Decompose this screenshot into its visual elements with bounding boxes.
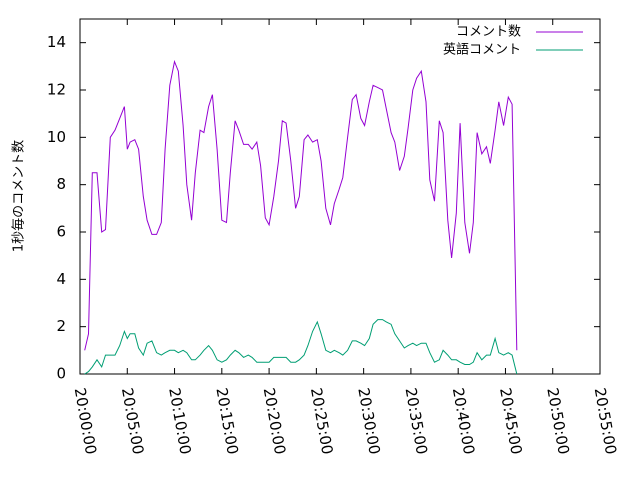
x-tick-label: 20:05:00 bbox=[118, 386, 147, 455]
series-line-1 bbox=[84, 59, 518, 351]
plot-frame bbox=[79, 18, 601, 375]
x-tick-label: 20:00:00 bbox=[71, 386, 100, 455]
legend-label: コメント数 bbox=[456, 25, 521, 40]
y-tick-label: 6 bbox=[56, 223, 66, 241]
x-tick-label: 20:55:00 bbox=[591, 386, 620, 455]
y-tick-label: 14 bbox=[47, 33, 66, 51]
x-axis: 20:00:00 20:05:00 20:10:00 20:15:00 20:20:00… bbox=[71, 19, 620, 456]
y-tick-label: 8 bbox=[56, 175, 66, 193]
y-axis-title: 1秒毎のコメント数 bbox=[11, 140, 27, 252]
series-layer bbox=[84, 59, 518, 375]
x-tick-label: 20:40:00 bbox=[449, 386, 478, 455]
y-tick-label: 2 bbox=[56, 317, 66, 335]
x-tick-label: 20:20:00 bbox=[260, 386, 289, 455]
y-tick-label: 0 bbox=[56, 365, 66, 383]
x-tick-label: 20:30:00 bbox=[354, 386, 383, 455]
y-tick-label: 10 bbox=[47, 128, 66, 146]
y-axis: 0 2 4 6 8 10 12 14 bbox=[47, 33, 600, 383]
x-tick-label: 20:25:00 bbox=[307, 386, 336, 455]
x-tick-label: 20:10:00 bbox=[165, 386, 194, 455]
y-tick-label: 4 bbox=[56, 270, 66, 288]
x-tick-label: 20:15:00 bbox=[212, 386, 241, 455]
y-tick-label: 12 bbox=[47, 81, 66, 99]
x-tick-label: 20:45:00 bbox=[496, 386, 525, 455]
x-tick-label: 20:35:00 bbox=[402, 386, 431, 455]
series-line-2 bbox=[84, 319, 518, 375]
legend-label: 英語コメント bbox=[443, 42, 521, 58]
x-tick-label: 20:50:00 bbox=[543, 386, 572, 455]
